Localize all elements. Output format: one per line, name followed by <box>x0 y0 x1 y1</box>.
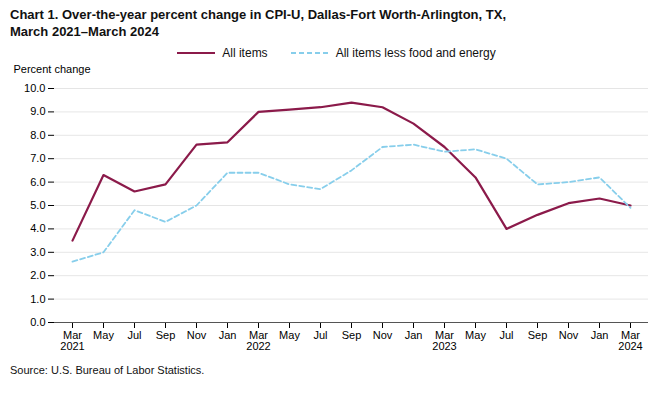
svg-text:Mar2023: Mar2023 <box>432 329 456 352</box>
svg-text:5.0: 5.0 <box>30 199 45 211</box>
svg-text:Percent change: Percent change <box>14 63 91 75</box>
svg-text:4.0: 4.0 <box>30 222 45 234</box>
html-text:All items: All items <box>222 46 268 60</box>
svg-text:0.0: 0.0 <box>30 316 45 328</box>
svg-text:3.0: 3.0 <box>30 246 45 258</box>
svg-text:Sep: Sep <box>156 329 176 341</box>
svg-text:Nov: Nov <box>559 329 579 341</box>
svg-text:Sep: Sep <box>342 329 362 341</box>
svg-text:1.0: 1.0 <box>30 293 45 305</box>
svg-text:Jan: Jan <box>591 329 609 341</box>
svg-text:May: May <box>465 329 486 341</box>
svg-text:9.0: 9.0 <box>30 105 45 117</box>
svg-text:Jan: Jan <box>219 329 237 341</box>
html-text:Chart 1. Over-the-year percent: Chart 1. Over-the-year percent change in… <box>10 7 506 22</box>
svg-text:10.0: 10.0 <box>24 82 45 94</box>
svg-text:Mar2021: Mar2021 <box>60 329 84 352</box>
svg-text:Jan: Jan <box>405 329 423 341</box>
svg-text:May: May <box>93 329 114 341</box>
html-text:Source: U.S. Bureau of Labor S: Source: U.S. Bureau of Labor Statistics. <box>10 364 205 376</box>
svg-text:Mar2024: Mar2024 <box>618 329 642 352</box>
svg-text:Sep: Sep <box>528 329 548 341</box>
svg-text:Nov: Nov <box>373 329 393 341</box>
svg-text:8.0: 8.0 <box>30 129 45 141</box>
svg-text:Jul: Jul <box>313 329 327 341</box>
svg-text:Jul: Jul <box>127 329 141 341</box>
svg-text:6.0: 6.0 <box>30 176 45 188</box>
svg-text:2.0: 2.0 <box>30 269 45 281</box>
svg-text:Nov: Nov <box>187 329 207 341</box>
svg-text:Jul: Jul <box>499 329 513 341</box>
html-text:All items less food and energy: All items less food and energy <box>335 46 496 60</box>
svg-text:Mar2022: Mar2022 <box>246 329 270 352</box>
svg-text:7.0: 7.0 <box>30 152 45 164</box>
html-text:March 2021–March 2024: March 2021–March 2024 <box>10 24 159 39</box>
svg-text:May: May <box>279 329 300 341</box>
